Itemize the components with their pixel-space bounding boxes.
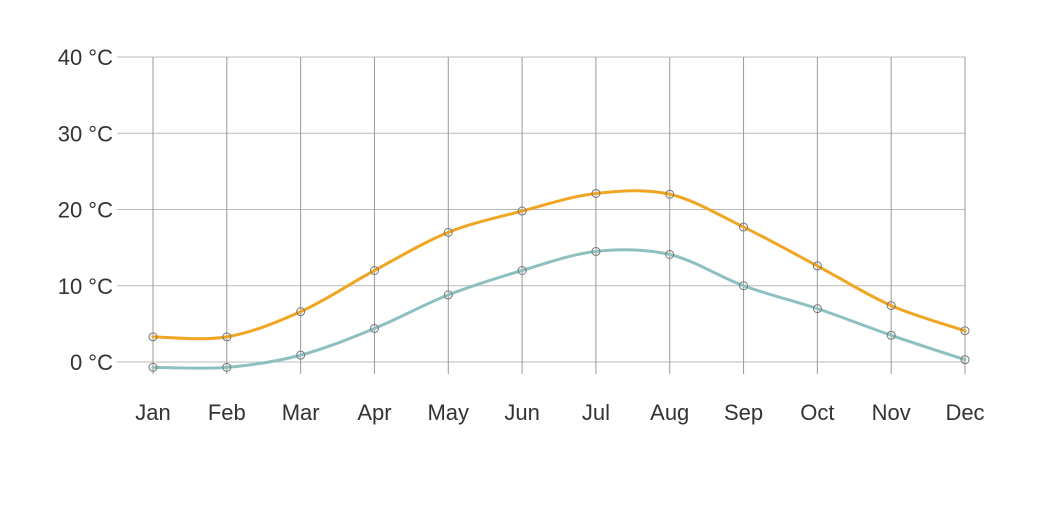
y-tick-label: 30 °C xyxy=(58,121,113,146)
data-point xyxy=(960,355,970,365)
x-tick-label: Dec xyxy=(945,400,984,425)
x-tick-label: Jun xyxy=(504,400,539,425)
x-tick-label: Oct xyxy=(800,400,834,425)
data-point xyxy=(960,326,970,336)
y-tick-label: 20 °C xyxy=(58,198,113,223)
data-point xyxy=(369,266,379,275)
data-point xyxy=(443,227,453,237)
data-point xyxy=(665,189,675,199)
data-points xyxy=(148,188,970,372)
data-point xyxy=(369,323,379,333)
data-point xyxy=(296,307,306,317)
x-tick-label: Feb xyxy=(208,400,246,425)
data-point xyxy=(222,332,232,342)
data-point xyxy=(148,362,158,372)
series-group xyxy=(151,189,967,370)
x-tick-label: Nov xyxy=(872,400,911,425)
series-line-1 xyxy=(151,189,967,341)
grid xyxy=(117,56,966,374)
data-point xyxy=(812,304,822,314)
data-point xyxy=(222,362,232,372)
y-tick-label: 10 °C xyxy=(58,274,113,299)
data-point xyxy=(517,266,527,275)
x-tick-label: May xyxy=(427,400,469,425)
y-tick-label: 40 °C xyxy=(58,45,113,70)
data-point xyxy=(148,332,158,342)
x-tick-label: Mar xyxy=(282,400,320,425)
y-tick-label: 0 °C xyxy=(70,350,113,375)
series-line-2 xyxy=(151,248,967,370)
data-point xyxy=(591,188,601,198)
x-tick-label: Jul xyxy=(582,400,610,425)
data-point xyxy=(739,281,749,291)
data-point xyxy=(886,330,896,340)
y-axis: 0 °C 10 °C 20 °C 30 °C 40 °C xyxy=(58,45,113,375)
data-point xyxy=(296,350,306,360)
x-tick-label: Aug xyxy=(650,400,689,425)
data-point xyxy=(739,222,749,232)
x-axis: Jan Feb Mar Apr May Jun Jul Aug Sep Oct Nov Dec xyxy=(135,400,984,425)
x-tick-label: Apr xyxy=(357,400,391,425)
x-tick-label: Sep xyxy=(724,400,763,425)
data-point xyxy=(443,290,453,300)
x-tick-label: Jan xyxy=(135,400,170,425)
data-point xyxy=(591,246,601,256)
data-point xyxy=(812,261,822,271)
data-point xyxy=(517,206,527,216)
data-point xyxy=(665,249,675,259)
data-point xyxy=(886,301,896,311)
